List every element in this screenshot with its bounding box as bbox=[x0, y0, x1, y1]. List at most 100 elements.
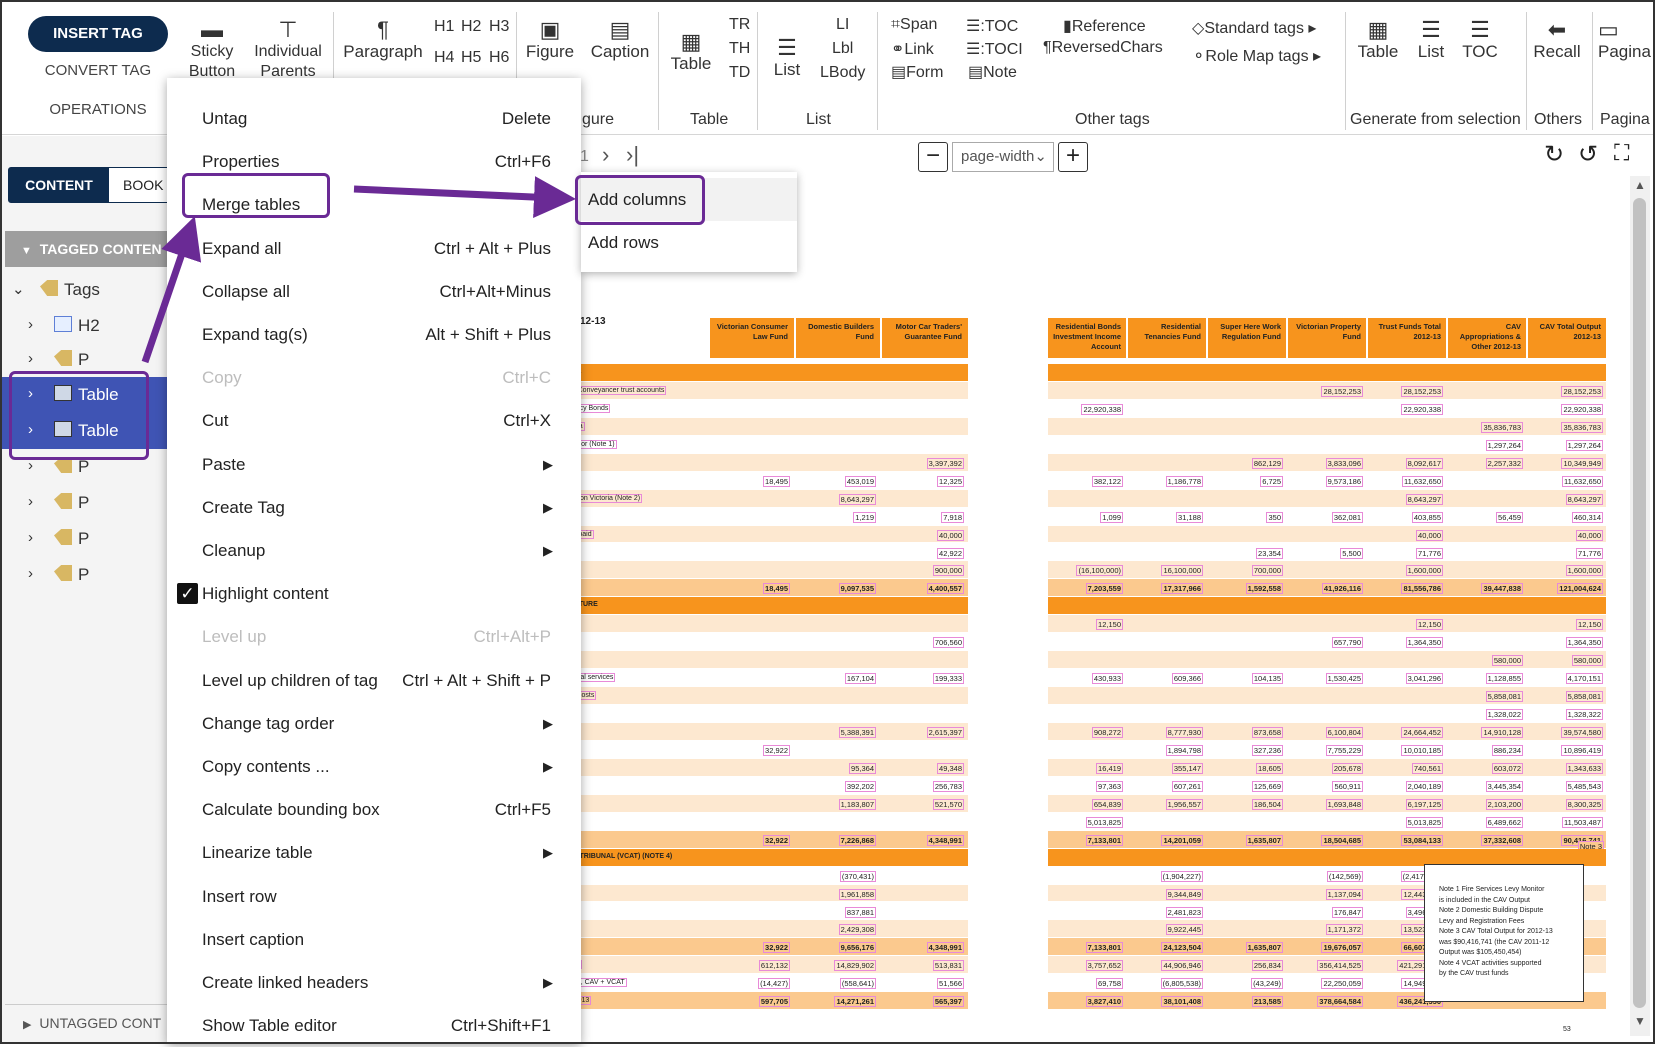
generate-table-button[interactable]: ▦ Table bbox=[1352, 18, 1404, 62]
menu-item-cut[interactable]: Cut Ctrl+X bbox=[167, 399, 581, 442]
span-button[interactable]: ⌗Span bbox=[891, 16, 937, 34]
scroll-thumb[interactable] bbox=[1633, 198, 1646, 1008]
menu-item-expand-all[interactable]: Expand all Ctrl + Alt + Plus bbox=[167, 227, 581, 270]
operations-tab[interactable]: OPERATIONS bbox=[49, 101, 147, 118]
tree-tags-root[interactable]: ⌄ Tags bbox=[0, 272, 170, 308]
list-button[interactable]: ☰ List bbox=[764, 36, 810, 80]
menu-item-show-table-editor[interactable]: Show Table editor Ctrl+Shift+F1 bbox=[167, 1004, 581, 1047]
generate-toc-button[interactable]: ☰ TOC bbox=[1458, 18, 1502, 62]
tree-item-p[interactable]: › P bbox=[0, 449, 170, 485]
convert-tag-tab[interactable]: CONVERT TAG bbox=[44, 62, 152, 79]
tab-bookmarks[interactable]: BOOK bbox=[123, 177, 164, 193]
h1-button[interactable]: H1 bbox=[434, 18, 455, 35]
menu-item-collapse-all[interactable]: Collapse all Ctrl+Alt+Minus bbox=[167, 270, 581, 313]
form-button[interactable]: ▤Form bbox=[891, 62, 943, 82]
tag-icon bbox=[54, 350, 72, 366]
menu-item-create-linked-headers[interactable]: Create linked headers ▶ bbox=[167, 961, 581, 1004]
h6-button[interactable]: H6 bbox=[489, 49, 510, 66]
h4-button[interactable]: H4 bbox=[434, 49, 455, 66]
h5-button[interactable]: H5 bbox=[461, 49, 482, 66]
table-header-cell: CAV Appropriations & Other 2012-13 bbox=[1448, 318, 1526, 358]
menu-item-paste[interactable]: Paste ▶ bbox=[167, 443, 581, 486]
table-row bbox=[1048, 435, 1606, 453]
menu-item-highlight-content[interactable]: ✓ Highlight content bbox=[167, 572, 581, 615]
individual-parents-button[interactable]: ⊤ Individual Parents bbox=[250, 18, 326, 82]
table-cell: 12,325 bbox=[937, 475, 964, 487]
sticky-button[interactable]: ▬ Sticky Button bbox=[180, 18, 244, 82]
h3-button[interactable]: H3 bbox=[489, 18, 510, 35]
menu-item-copy-contents[interactable]: Copy contents ... ▶ bbox=[167, 745, 581, 788]
h2-button[interactable]: H2 bbox=[461, 18, 482, 35]
reference-button[interactable]: ▮Reference bbox=[1063, 16, 1146, 36]
toci-button[interactable]: ☰:TOCI bbox=[966, 39, 1023, 59]
caption-button[interactable]: ▤ Caption bbox=[588, 18, 652, 62]
menu-item-add-columns[interactable]: Add columns bbox=[581, 178, 797, 221]
menu-item-calculate-bounding-box[interactable]: Calculate bounding box Ctrl+F5 bbox=[167, 788, 581, 831]
note-line: is included in the CAV Output bbox=[1439, 896, 1530, 904]
menu-item-merge-tables[interactable]: Merge tables▶ bbox=[167, 183, 606, 226]
pdf-scrollbar[interactable]: ▲ ▼ bbox=[1630, 176, 1650, 1036]
role-map-tags-button[interactable]: ⚬Role Map tags ▸ bbox=[1192, 46, 1321, 66]
tr-button[interactable]: TR bbox=[729, 16, 751, 33]
toc-button[interactable]: ☰:TOC bbox=[966, 16, 1018, 36]
standard-tags-button[interactable]: ◇Standard tags ▸ bbox=[1192, 18, 1316, 38]
scroll-down-icon[interactable]: ▼ bbox=[1634, 1014, 1646, 1028]
figure-button[interactable]: ▣ Figure bbox=[522, 18, 578, 62]
tree-item-table[interactable]: › Table bbox=[0, 413, 170, 449]
recall-button[interactable]: ⬅ Recall bbox=[1532, 18, 1582, 62]
tree-item-p[interactable]: › P bbox=[0, 557, 170, 593]
table-cell: (43,249) bbox=[1251, 978, 1283, 990]
lbody-button[interactable]: LBody bbox=[820, 64, 866, 81]
scroll-up-icon[interactable]: ▲ bbox=[1634, 178, 1646, 192]
link-button[interactable]: ⚭Link bbox=[891, 39, 934, 59]
menu-item-untag[interactable]: Untag Delete bbox=[167, 97, 581, 140]
menu-item-label: Highlight content bbox=[202, 584, 329, 604]
table-row bbox=[560, 902, 968, 920]
untagged-content-header[interactable]: ▶ UNTAGGED CONT bbox=[5, 1004, 170, 1040]
fullscreen-icon[interactable]: ⛶ bbox=[1614, 140, 1630, 165]
menu-item-add-rows[interactable]: Add rows bbox=[588, 233, 659, 252]
next-page-icon[interactable]: › bbox=[602, 142, 610, 167]
menu-item-properties[interactable]: Properties Ctrl+F6 bbox=[167, 140, 581, 183]
note-button[interactable]: ▤Note bbox=[968, 62, 1017, 82]
tagged-content-header[interactable]: ▼ TAGGED CONTEN bbox=[5, 231, 170, 267]
tree-item-table[interactable]: › Table bbox=[0, 377, 170, 413]
table-cell: 14,829,902 bbox=[834, 960, 876, 972]
last-page-icon[interactable]: ›| bbox=[626, 142, 640, 167]
reversedchars-button[interactable]: ¶ReversedChars bbox=[1043, 39, 1163, 57]
pagination-button[interactable]: ▭ Pagina bbox=[1598, 18, 1655, 62]
tab-content[interactable]: CONTENT bbox=[9, 168, 109, 202]
insert-tag-tab[interactable]: INSERT TAG bbox=[28, 16, 168, 52]
table-button[interactable]: ▦ Table bbox=[664, 30, 718, 74]
zoom-select[interactable]: page-width ⌄ bbox=[952, 142, 1054, 172]
note-icon: ▤ bbox=[968, 64, 984, 81]
tree-item-h2[interactable]: › H2 bbox=[0, 308, 170, 344]
menu-item-change-tag-order[interactable]: Change tag order ▶ bbox=[167, 702, 581, 745]
tree-item-p[interactable]: › P bbox=[0, 342, 170, 378]
paragraph-button[interactable]: ¶ Paragraph bbox=[340, 18, 426, 62]
menu-item-insert-row[interactable]: Insert row bbox=[167, 875, 581, 918]
table-cell: 28,152,253 bbox=[1401, 385, 1443, 397]
td-button[interactable]: TD bbox=[729, 64, 751, 81]
tree-item-p[interactable]: › P bbox=[0, 485, 170, 521]
chevron-right-icon: › bbox=[28, 316, 33, 333]
checkbox-checked-icon[interactable]: ✓ bbox=[177, 583, 198, 605]
lbl-button[interactable]: Lbl bbox=[832, 40, 854, 57]
menu-item-linearize-table[interactable]: Linearize table ▶ bbox=[167, 831, 581, 874]
li-button[interactable]: LI bbox=[836, 16, 850, 33]
menu-item-cleanup[interactable]: Cleanup ▶ bbox=[167, 529, 581, 572]
th-button[interactable]: TH bbox=[729, 40, 751, 57]
zoom-in-button[interactable]: + bbox=[1058, 142, 1088, 172]
menu-item-create-tag[interactable]: Create Tag ▶ bbox=[167, 486, 581, 529]
menu-item-insert-caption[interactable]: Insert caption bbox=[167, 918, 581, 961]
menu-item-expand-tag-s[interactable]: Expand tag(s) Alt + Shift + Plus bbox=[167, 313, 581, 356]
generate-list-button[interactable]: ☰ List bbox=[1410, 18, 1452, 62]
rotate-counterclockwise-icon[interactable]: ↺ bbox=[1578, 141, 1599, 168]
zoom-out-button[interactable]: − bbox=[918, 142, 948, 172]
tag-icon bbox=[54, 529, 72, 545]
tree-item-p[interactable]: › P bbox=[0, 521, 170, 557]
rotate-clockwise-icon[interactable]: ↻ bbox=[1544, 141, 1565, 168]
table-cell: 700,000 bbox=[1251, 565, 1283, 577]
menu-item-level-up-children-of-tag[interactable]: Level up children of tag Ctrl + Alt + Shi… bbox=[167, 659, 581, 702]
table-row bbox=[1048, 651, 1606, 669]
